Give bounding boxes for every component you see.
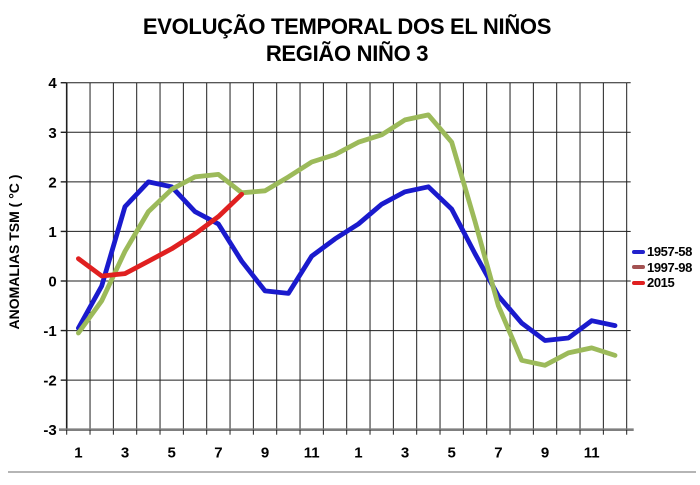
legend-item-1957-58: 1957-58: [632, 244, 692, 260]
legend-label: 1997-98: [647, 259, 692, 275]
y-tick-label: -1: [43, 323, 56, 340]
x-tick-label: 1: [354, 445, 362, 462]
x-tick-label: 11: [584, 445, 600, 462]
chart-subtitle: REGIÃO NIÑO 3: [265, 41, 429, 66]
x-tick-label: 9: [541, 445, 549, 462]
bottom-edge-artifact: [8, 471, 696, 473]
y-tick-label: 1: [48, 224, 56, 241]
y-tick-label: -2: [43, 373, 56, 390]
series-line-1997-98: [76, 112, 618, 368]
series-line-2015: [76, 191, 245, 279]
x-tick-label: 11: [304, 445, 320, 462]
title-block: EVOLUÇÃO TEMPORAL DOS EL NIÑOS REGIÃO NI…: [0, 13, 694, 67]
x-tick-label: 5: [168, 445, 176, 462]
x-tick-label: 7: [494, 445, 502, 462]
legend-item-1997-98: 1997-98: [632, 260, 692, 276]
legend-label: 2015: [647, 275, 675, 291]
y-tick-label: 4: [48, 75, 57, 92]
x-tick-label: 3: [121, 445, 129, 462]
x-tick-label: 1: [74, 445, 82, 462]
y-tick-label: 3: [48, 125, 56, 142]
x-tick-label: 3: [401, 445, 409, 462]
chart-title: EVOLUÇÃO TEMPORAL DOS EL NIÑOS: [142, 14, 552, 39]
x-tick-label: 7: [214, 445, 222, 462]
y-tick-label: 0: [48, 274, 56, 291]
legend-marker-2015: [632, 280, 645, 285]
legend-label: 1957-58: [647, 244, 692, 260]
x-tick-label: 9: [261, 445, 269, 462]
legend-marker-1997-98: [632, 265, 645, 270]
y-tick-label: 2: [48, 174, 56, 191]
series-line-1957-58: [76, 179, 618, 343]
x-tick-label: 5: [448, 445, 456, 462]
legend-item-2015: 2015: [632, 275, 692, 291]
y-tick-label: -3: [43, 422, 56, 439]
legend: 1957-58 1997-98 2015: [632, 244, 692, 291]
legend-marker-1957-58: [632, 249, 645, 254]
